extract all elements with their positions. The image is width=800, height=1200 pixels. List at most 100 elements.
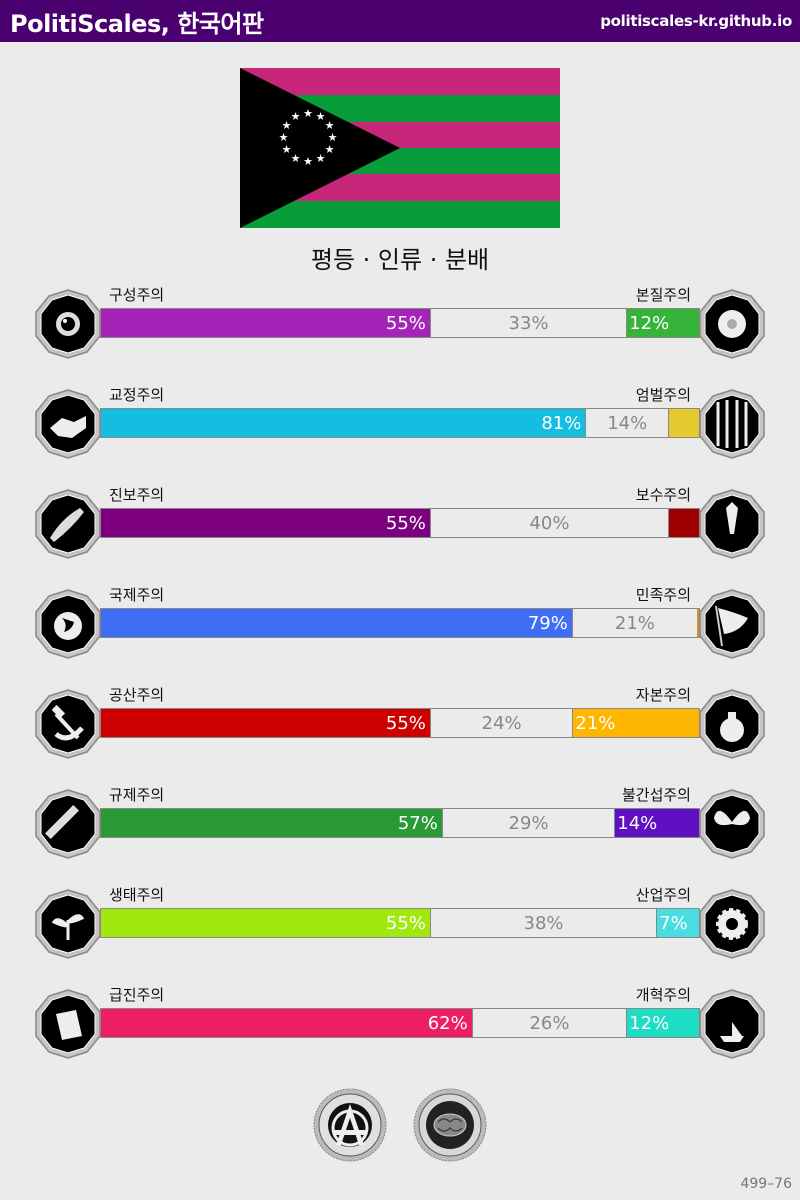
axis-row: 공산주의 자본주의 55% 24% 21% [0, 686, 800, 766]
axis-left-label: 생태주의 [109, 886, 165, 904]
axis-left-percent: 81% [541, 412, 582, 434]
axis-neutral-percent: 24% [481, 712, 522, 734]
axis-bar: 81% 14% [100, 408, 700, 438]
result-code: 499–76 [740, 1176, 792, 1192]
flower-icon [696, 288, 768, 360]
axis-neutral-segment: 14% [585, 409, 670, 437]
axis-row: 급진주의 개혁주의 62% 26% 12% [0, 986, 800, 1066]
axis-right-percent: 12% [629, 312, 670, 334]
paper-boat-icon [696, 988, 768, 1060]
axis-bar: 55% 38% 7% [100, 908, 700, 938]
fist-icon [32, 988, 104, 1060]
axis-bar: 55% 33% 12% [100, 308, 700, 338]
axis-row: 구성주의 본질주의 55% 33% 12% [0, 286, 800, 366]
axis-neutral-percent: 38% [523, 912, 564, 934]
axis-left-percent: 55% [385, 912, 426, 934]
rocket-icon [32, 488, 104, 560]
axis-right-percent: 7% [659, 912, 688, 934]
axis-left-segment: 79% [101, 609, 572, 637]
app-header: PolitiScales, 한국어판 politiscales-kr.githu… [0, 0, 800, 42]
axis-neutral-segment: 21% [571, 609, 697, 637]
axis-bar: 79% 21% [100, 608, 700, 638]
gear-icon [696, 888, 768, 960]
axis-left-label: 구성주의 [109, 286, 165, 304]
svg-text:★: ★ [291, 152, 301, 165]
prison-bars-icon [696, 388, 768, 460]
axis-right-percent: 21% [575, 712, 616, 734]
axis-row: 국제주의 민족주의 79% 21% [0, 586, 800, 666]
axis-neutral-segment: 40% [429, 509, 670, 537]
axis-left-label: 공산주의 [109, 686, 165, 704]
axis-right-segment [669, 509, 699, 537]
result-flag: ★ ★ ★ ★ ★ ★ ★ ★ ★ ★ ★ ★ [240, 68, 560, 228]
axis-neutral-segment: 33% [429, 309, 628, 337]
axis-left-segment: 81% [101, 409, 586, 437]
axis-neutral-percent: 29% [508, 812, 549, 834]
axis-neutral-segment: 26% [471, 1009, 628, 1037]
axis-right-label: 엄벌주의 [635, 386, 691, 404]
handshake-icon [32, 388, 104, 460]
svg-text:★: ★ [316, 152, 326, 165]
axis-left-percent: 79% [527, 612, 568, 634]
axis-right-segment [697, 609, 699, 637]
axis-right-segment: 12% [627, 1009, 699, 1037]
pragmatism-coin-icon [413, 1088, 487, 1162]
money-bag-icon [696, 688, 768, 760]
axis-neutral-percent: 33% [508, 312, 549, 334]
axis-right-label: 본질주의 [635, 286, 691, 304]
eye-icon [32, 288, 104, 360]
axis-right-segment: 14% [615, 809, 699, 837]
hammer-sickle-icon [32, 688, 104, 760]
axis-right-percent: 14% [617, 812, 658, 834]
globe-icon [32, 588, 104, 660]
axis-row: 교정주의 엄벌주의 81% 14% [0, 386, 800, 466]
axis-neutral-percent: 40% [529, 512, 570, 534]
quill-pen-icon [696, 488, 768, 560]
axis-right-label: 산업주의 [635, 886, 691, 904]
svg-text:★: ★ [328, 131, 338, 144]
svg-text:★: ★ [316, 110, 326, 123]
axis-neutral-percent: 26% [529, 1012, 570, 1034]
axis-row: 생태주의 산업주의 55% 38% 7% [0, 886, 800, 966]
axis-bar: 55% 24% 21% [100, 708, 700, 738]
axis-bar: 55% 40% [100, 508, 700, 538]
axis-right-segment: 12% [627, 309, 699, 337]
axis-left-percent: 55% [385, 312, 426, 334]
axis-left-label: 교정주의 [109, 386, 165, 404]
flag-icon [696, 588, 768, 660]
axis-right-segment: 7% [657, 909, 699, 937]
axis-right-label: 자본주의 [635, 686, 691, 704]
axis-right-segment [669, 409, 699, 437]
axis-neutral-segment: 24% [429, 709, 574, 737]
axis-left-percent: 57% [397, 812, 438, 834]
axis-right-label: 불간섭주의 [621, 786, 691, 804]
axis-left-segment: 55% [101, 509, 430, 537]
svg-text:★: ★ [282, 119, 292, 132]
svg-text:★: ★ [282, 143, 292, 156]
ideology-name: 평등 · 인류 · 분배 [310, 246, 490, 274]
site-url[interactable]: politiscales-kr.github.io [600, 12, 792, 30]
axis-bar: 57% 29% 14% [100, 808, 700, 838]
axis-bar: 62% 26% 12% [100, 1008, 700, 1038]
svg-text:★: ★ [291, 110, 301, 123]
axis-row: 규제주의 불간섭주의 57% 29% 14% [0, 786, 800, 866]
axis-left-segment: 55% [101, 309, 430, 337]
sprout-icon [32, 888, 104, 960]
svg-text:★: ★ [279, 131, 289, 144]
axis-left-segment: 57% [101, 809, 442, 837]
axis-left-label: 진보주의 [109, 486, 165, 504]
axis-left-label: 급진주의 [109, 986, 165, 1004]
axis-right-segment: 21% [573, 709, 699, 737]
app-title: PolitiScales, 한국어판 [10, 9, 264, 38]
axis-left-percent: 55% [385, 512, 426, 534]
axis-left-label: 국제주의 [109, 586, 165, 604]
svg-text:★: ★ [325, 143, 335, 156]
ruler-icon [32, 788, 104, 860]
axis-right-percent: 12% [629, 1012, 670, 1034]
axis-right-label: 개혁주의 [635, 986, 691, 1004]
axis-row: 진보주의 보수주의 55% 40% [0, 486, 800, 566]
axis-neutral-percent: 21% [614, 612, 655, 634]
axis-neutral-segment: 38% [429, 909, 658, 937]
axis-right-label: 보수주의 [635, 486, 691, 504]
axis-left-segment: 55% [101, 709, 430, 737]
